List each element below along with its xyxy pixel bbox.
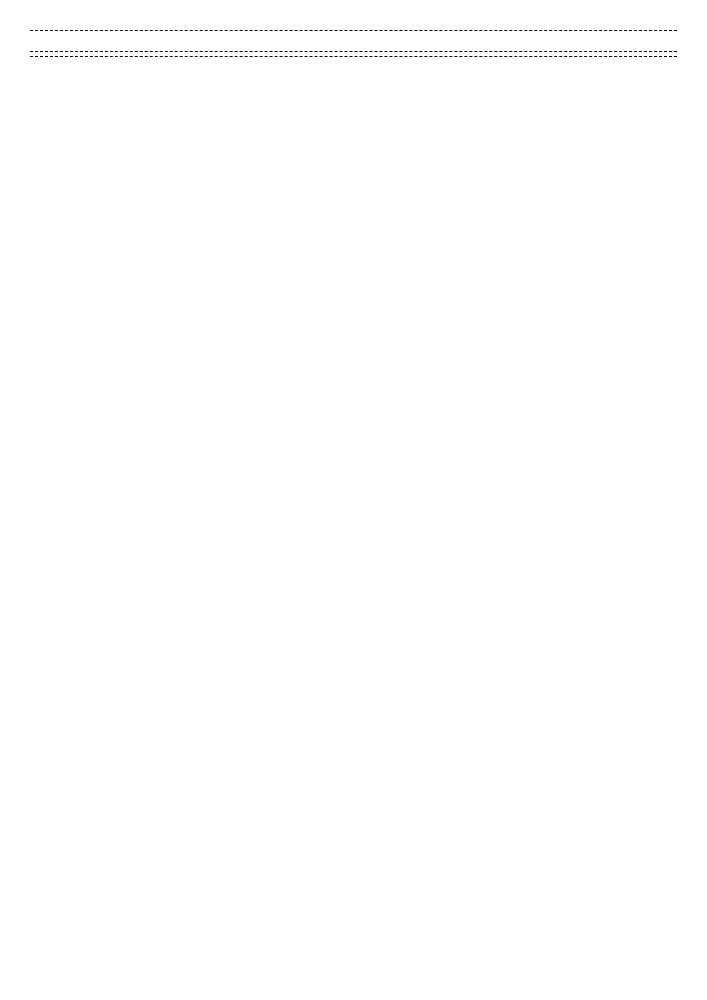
table-bottom-border [30,56,677,57]
line-number-gutter [342,77,366,265]
th-quantity [278,33,374,49]
table-top-border [30,30,677,31]
th-frost [553,33,677,49]
right-column [386,77,678,265]
claim-1-text [30,77,322,265]
table-header-sep [30,51,677,52]
two-column-text [30,77,677,265]
th-composition [99,33,278,49]
th-additive [30,33,99,49]
th-ratio [374,33,457,49]
data-table [30,33,677,49]
th-mobility [457,33,553,49]
